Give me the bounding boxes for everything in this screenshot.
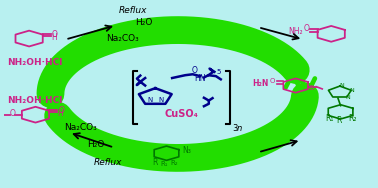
Text: Na₂CO₃: Na₂CO₃	[64, 123, 97, 132]
Text: R₁: R₁	[161, 161, 168, 167]
Text: O: O	[52, 30, 58, 39]
Text: NH₂OH·HCl: NH₂OH·HCl	[7, 58, 62, 67]
Text: N₃: N₃	[182, 146, 191, 155]
Text: H₂O: H₂O	[87, 140, 104, 149]
Text: H: H	[57, 109, 63, 118]
Text: R: R	[336, 116, 341, 125]
Text: Na₂CO₃: Na₂CO₃	[106, 34, 139, 43]
Circle shape	[86, 48, 270, 140]
Text: 5: 5	[216, 69, 220, 75]
Text: H₂O: H₂O	[135, 18, 153, 27]
Text: N: N	[345, 95, 350, 100]
Text: Reflux: Reflux	[119, 6, 147, 15]
Text: O: O	[9, 109, 15, 118]
Text: H: H	[51, 33, 57, 42]
Text: NH₂OH·HCl: NH₂OH·HCl	[7, 96, 62, 105]
Text: HN: HN	[194, 74, 206, 83]
Text: NH₂: NH₂	[289, 27, 303, 36]
Text: N: N	[349, 88, 354, 93]
Text: Reflux: Reflux	[93, 158, 122, 167]
Text: H₂N: H₂N	[253, 79, 269, 88]
Text: N: N	[339, 83, 344, 88]
Text: O: O	[58, 106, 64, 115]
Text: O: O	[270, 78, 276, 84]
Text: CuSO₄: CuSO₄	[164, 109, 198, 119]
Text: O: O	[309, 85, 314, 91]
Text: R₁: R₁	[325, 114, 333, 123]
Text: N: N	[158, 97, 163, 103]
Text: O: O	[192, 66, 198, 75]
Text: R₂: R₂	[348, 114, 357, 123]
Text: O: O	[304, 24, 309, 33]
Text: R: R	[153, 158, 158, 168]
Text: n: n	[237, 124, 242, 133]
Text: N: N	[147, 97, 153, 103]
Text: R₂: R₂	[170, 160, 178, 166]
Text: 3: 3	[232, 124, 237, 133]
